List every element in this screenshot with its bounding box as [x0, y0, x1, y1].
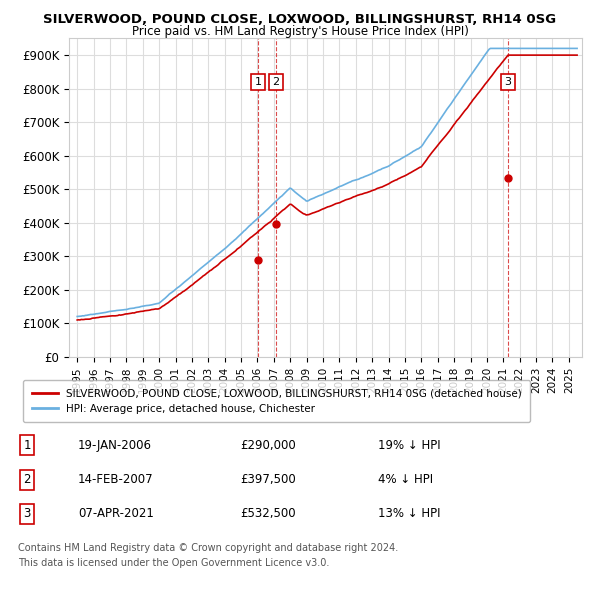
Text: 14-FEB-2007: 14-FEB-2007	[78, 473, 154, 486]
Text: SILVERWOOD, POUND CLOSE, LOXWOOD, BILLINGSHURST, RH14 0SG: SILVERWOOD, POUND CLOSE, LOXWOOD, BILLIN…	[43, 13, 557, 26]
Text: Price paid vs. HM Land Registry's House Price Index (HPI): Price paid vs. HM Land Registry's House …	[131, 25, 469, 38]
Text: This data is licensed under the Open Government Licence v3.0.: This data is licensed under the Open Gov…	[18, 558, 329, 568]
Text: 3: 3	[504, 77, 511, 87]
Text: 2: 2	[272, 77, 280, 87]
Text: 3: 3	[23, 507, 31, 520]
Text: 13% ↓ HPI: 13% ↓ HPI	[378, 507, 440, 520]
Text: 1: 1	[23, 439, 31, 452]
Text: 19% ↓ HPI: 19% ↓ HPI	[378, 439, 440, 452]
Text: 2: 2	[23, 473, 31, 486]
Text: £290,000: £290,000	[240, 439, 296, 452]
Text: £532,500: £532,500	[240, 507, 296, 520]
Legend: SILVERWOOD, POUND CLOSE, LOXWOOD, BILLINGSHURST, RH14 0SG (detached house), HPI:: SILVERWOOD, POUND CLOSE, LOXWOOD, BILLIN…	[23, 381, 530, 422]
Text: 07-APR-2021: 07-APR-2021	[78, 507, 154, 520]
Text: £397,500: £397,500	[240, 473, 296, 486]
Text: 4% ↓ HPI: 4% ↓ HPI	[378, 473, 433, 486]
Text: Contains HM Land Registry data © Crown copyright and database right 2024.: Contains HM Land Registry data © Crown c…	[18, 543, 398, 553]
Text: 1: 1	[255, 77, 262, 87]
Text: 19-JAN-2006: 19-JAN-2006	[78, 439, 152, 452]
